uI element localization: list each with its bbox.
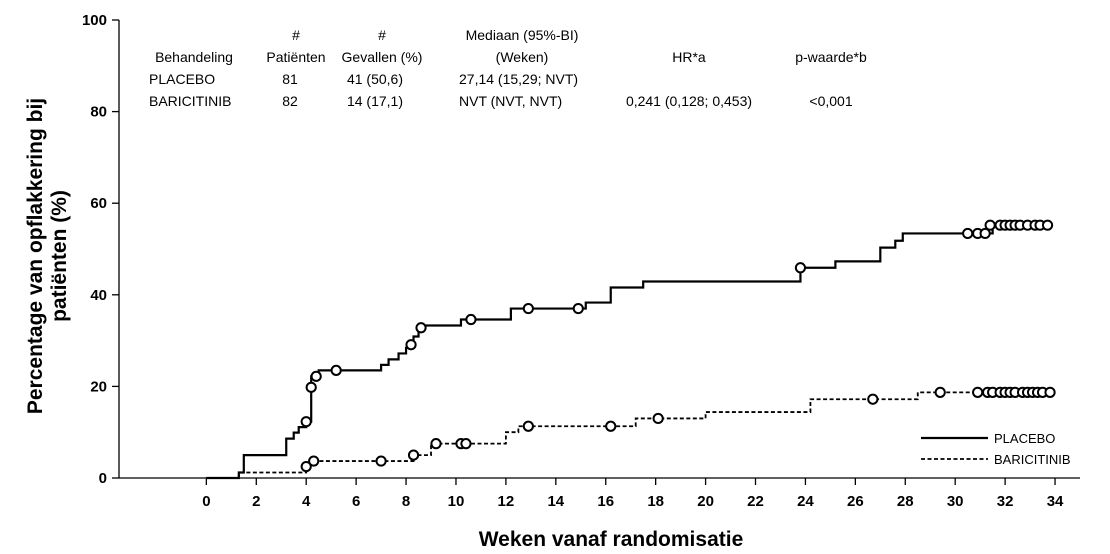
censor-marker-placebo	[572, 302, 584, 315]
censor-marker-placebo	[415, 322, 427, 334]
table-cell: NVT (NVT, NVT)	[459, 93, 562, 109]
series-line-baricitinib	[206, 391, 1051, 479]
censor-marker-placebo	[984, 219, 996, 231]
x-tick-label: 14	[547, 493, 564, 510]
x-tick-label: 24	[797, 493, 814, 510]
x-tick-label: 26	[847, 493, 864, 510]
censor-marker-placebo	[465, 313, 477, 326]
censor-marker-placebo	[1041, 219, 1054, 231]
x-tick-label: 28	[897, 493, 914, 510]
x-tick-label: 6	[352, 493, 360, 510]
table-header-cell: p-waarde*b	[795, 49, 867, 65]
x-tick-label: 10	[448, 493, 465, 510]
x-tick-label: 16	[597, 493, 614, 510]
y-axis-title-line1: Percentage van opflakkering bij	[24, 98, 47, 414]
series-layer	[206, 219, 1056, 480]
x-tick-label: 2	[252, 493, 260, 510]
table-cell: 14 (17,1)	[347, 93, 403, 109]
censor-marker-placebo	[305, 381, 317, 393]
table-cell: 0,241 (0,128; 0,453)	[626, 93, 752, 109]
x-tick-label: 20	[697, 493, 714, 510]
table-header-cell: Patiënten	[266, 49, 325, 65]
x-tick-label: 34	[1047, 493, 1064, 510]
censor-marker-baricitinib	[652, 412, 664, 425]
censor-marker-baricitinib	[375, 455, 387, 467]
table-header-cell: Gevallen (%)	[342, 49, 423, 65]
table-header-cell: HR*a	[672, 49, 706, 65]
y-tick-label: 80	[90, 104, 107, 121]
table-cell: 41 (50,6)	[347, 71, 403, 87]
censor-marker-baricitinib	[934, 386, 946, 398]
x-tick-label: 12	[498, 493, 515, 510]
y-axis-title-line2: patiënten (%)	[48, 190, 71, 322]
table-header-cell: Behandeling	[155, 49, 233, 65]
table-cell: <0,001	[809, 93, 852, 109]
x-tick-label: 18	[647, 493, 664, 510]
y-tick-label: 40	[90, 287, 107, 304]
legend: PLACEBO BARICITINIB	[921, 431, 1071, 467]
y-tick-label: 100	[82, 12, 107, 29]
x-tick-label: 8	[402, 493, 410, 510]
censor-marker-placebo	[522, 302, 534, 315]
table-header-cell: (Weken)	[496, 49, 549, 65]
censor-marker-placebo	[300, 416, 312, 428]
x-tick-label: 4	[302, 493, 311, 510]
censor-marker-placebo	[310, 370, 322, 382]
censor-marker-baricitinib	[522, 420, 534, 432]
censor-marker-baricitinib	[308, 455, 320, 467]
y-tick-label: 20	[90, 378, 107, 395]
censor-marker-placebo	[794, 262, 807, 274]
x-tick-label: 22	[747, 493, 764, 510]
table-header-cell: Mediaan (95%-BI)	[466, 27, 579, 43]
table-cell: 82	[282, 93, 298, 109]
table-cell: PLACEBO	[149, 71, 215, 87]
censor-marker-placebo	[330, 364, 342, 376]
x-tick-label: 30	[947, 493, 964, 510]
censor-marker-placebo	[979, 227, 991, 240]
legend-label-placebo: PLACEBO	[994, 431, 1055, 446]
censor-marker-baricitinib	[430, 438, 442, 450]
table-header-cell: #	[378, 27, 386, 43]
table-cell: 27,14 (15,29; NVT)	[459, 71, 578, 87]
censor-marker-baricitinib	[605, 420, 617, 432]
y-tick-label: 60	[90, 195, 107, 212]
censor-marker-baricitinib	[972, 386, 984, 398]
censor-marker-placebo	[405, 339, 417, 351]
table-cell: BARICITINIB	[149, 93, 231, 109]
table-header-cell: #	[292, 27, 300, 43]
censor-marker-baricitinib	[867, 393, 879, 405]
y-tick-label: 0	[99, 470, 107, 487]
censor-marker-baricitinib	[407, 449, 420, 461]
x-tick-label: 32	[997, 493, 1014, 510]
censor-marker-baricitinib	[300, 460, 312, 473]
x-tick-label: 0	[202, 493, 210, 510]
x-axis-title: Weken vanaf randomisatie	[479, 528, 744, 551]
censor-marker-baricitinib	[1044, 386, 1056, 398]
censor-marker-baricitinib	[460, 438, 472, 450]
table-cell: 81	[282, 71, 298, 87]
censor-marker-placebo	[962, 227, 974, 240]
legend-label-baricitinib: BARICITINIB	[994, 452, 1071, 467]
series-line-placebo	[206, 224, 1048, 480]
summary-table: Behandeling # Patiënten # Gevallen (%) Mediaa…	[149, 27, 867, 109]
